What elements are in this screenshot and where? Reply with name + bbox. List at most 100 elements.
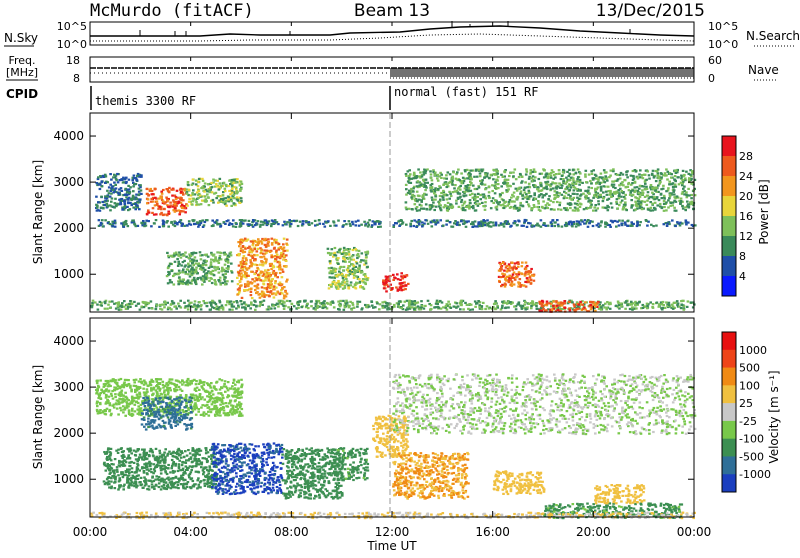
data-cell (379, 226, 382, 228)
data-cell (588, 174, 591, 176)
data-cell (521, 308, 524, 310)
data-cell (649, 301, 652, 303)
data-cell (181, 384, 184, 386)
data-cell (222, 308, 225, 310)
data-cell (552, 178, 555, 180)
data-cell (348, 306, 351, 308)
data-cell (352, 223, 355, 225)
data-cell (226, 396, 229, 398)
data-cell (574, 207, 577, 209)
data-cell (210, 259, 213, 261)
data-cell (182, 281, 185, 283)
data-cell (274, 307, 277, 309)
data-cell (524, 191, 527, 193)
data-cell (628, 182, 631, 184)
data-cell (522, 198, 525, 200)
data-cell (179, 211, 182, 213)
data-cell (488, 307, 491, 309)
data-cell (654, 202, 657, 204)
data-cell (239, 219, 242, 221)
data-cell (107, 196, 110, 198)
data-cell (680, 175, 683, 177)
data-cell (200, 308, 203, 310)
data-cell (419, 306, 422, 308)
nave-dense-block (390, 68, 694, 77)
data-cell (481, 308, 484, 310)
data-cell (630, 175, 633, 177)
data-cell (212, 255, 215, 257)
data-cell (510, 172, 513, 174)
data-cell (237, 283, 240, 285)
data-cell (639, 185, 642, 187)
data-cell (607, 206, 610, 208)
data-cell (562, 178, 565, 180)
data-cell (519, 285, 522, 287)
data-cell (560, 304, 563, 306)
data-cell (423, 171, 426, 173)
data-cell (237, 288, 240, 290)
data-cell (408, 208, 411, 210)
data-cell (687, 203, 690, 205)
data-cell (402, 304, 405, 306)
data-cell (356, 262, 359, 264)
data-cell (680, 200, 683, 202)
data-cell (333, 281, 336, 283)
data-cell (624, 221, 627, 223)
data-cell (231, 188, 234, 190)
data-cell (569, 189, 572, 191)
nave-tick-low: 0 (708, 72, 715, 85)
data-cell (530, 305, 533, 307)
data-cell (361, 286, 364, 288)
data-cell (124, 221, 127, 223)
data-cell (352, 304, 355, 306)
data-cell (647, 195, 650, 197)
data-cell (224, 276, 227, 278)
data-cell (121, 302, 124, 304)
data-cell (503, 207, 506, 209)
data-cell (235, 222, 238, 224)
data-cell (439, 199, 442, 201)
data-cell (319, 223, 322, 225)
data-cell (521, 176, 524, 178)
data-cell (581, 182, 584, 184)
data-cell (533, 192, 536, 194)
data-cell (529, 270, 532, 272)
data-cell (495, 308, 498, 310)
data-cell (383, 283, 386, 285)
data-cell (405, 175, 408, 177)
data-cell (650, 207, 653, 209)
data-cell (250, 271, 253, 273)
data-cell (166, 214, 169, 216)
data-cell (99, 402, 102, 404)
data-cell (227, 268, 230, 270)
data-cell (477, 300, 480, 302)
data-cell (224, 188, 227, 190)
data-cell (673, 193, 676, 195)
data-cell (348, 261, 351, 263)
data-cell (540, 219, 543, 221)
data-cell (620, 302, 623, 304)
data-cell (327, 220, 330, 222)
data-cell (510, 197, 513, 199)
data-cell (353, 277, 356, 279)
data-cell (445, 174, 448, 176)
data-cell (500, 266, 503, 268)
data-cell (203, 399, 206, 401)
y-tick-label: 4000 (53, 129, 84, 143)
data-cell (398, 301, 401, 303)
data-cell (260, 279, 263, 281)
data-cell (148, 212, 151, 214)
data-cell (177, 265, 180, 267)
data-cell (460, 172, 463, 174)
data-cell (364, 224, 367, 226)
data-cell (166, 252, 169, 254)
data-cell (258, 305, 261, 307)
data-cell (481, 183, 484, 185)
data-cell (397, 290, 400, 292)
data-cell (570, 199, 573, 201)
data-cell (264, 219, 267, 221)
data-cell (109, 196, 112, 198)
data-cell (416, 200, 419, 202)
data-cell (542, 308, 545, 310)
data-cell (548, 302, 551, 304)
